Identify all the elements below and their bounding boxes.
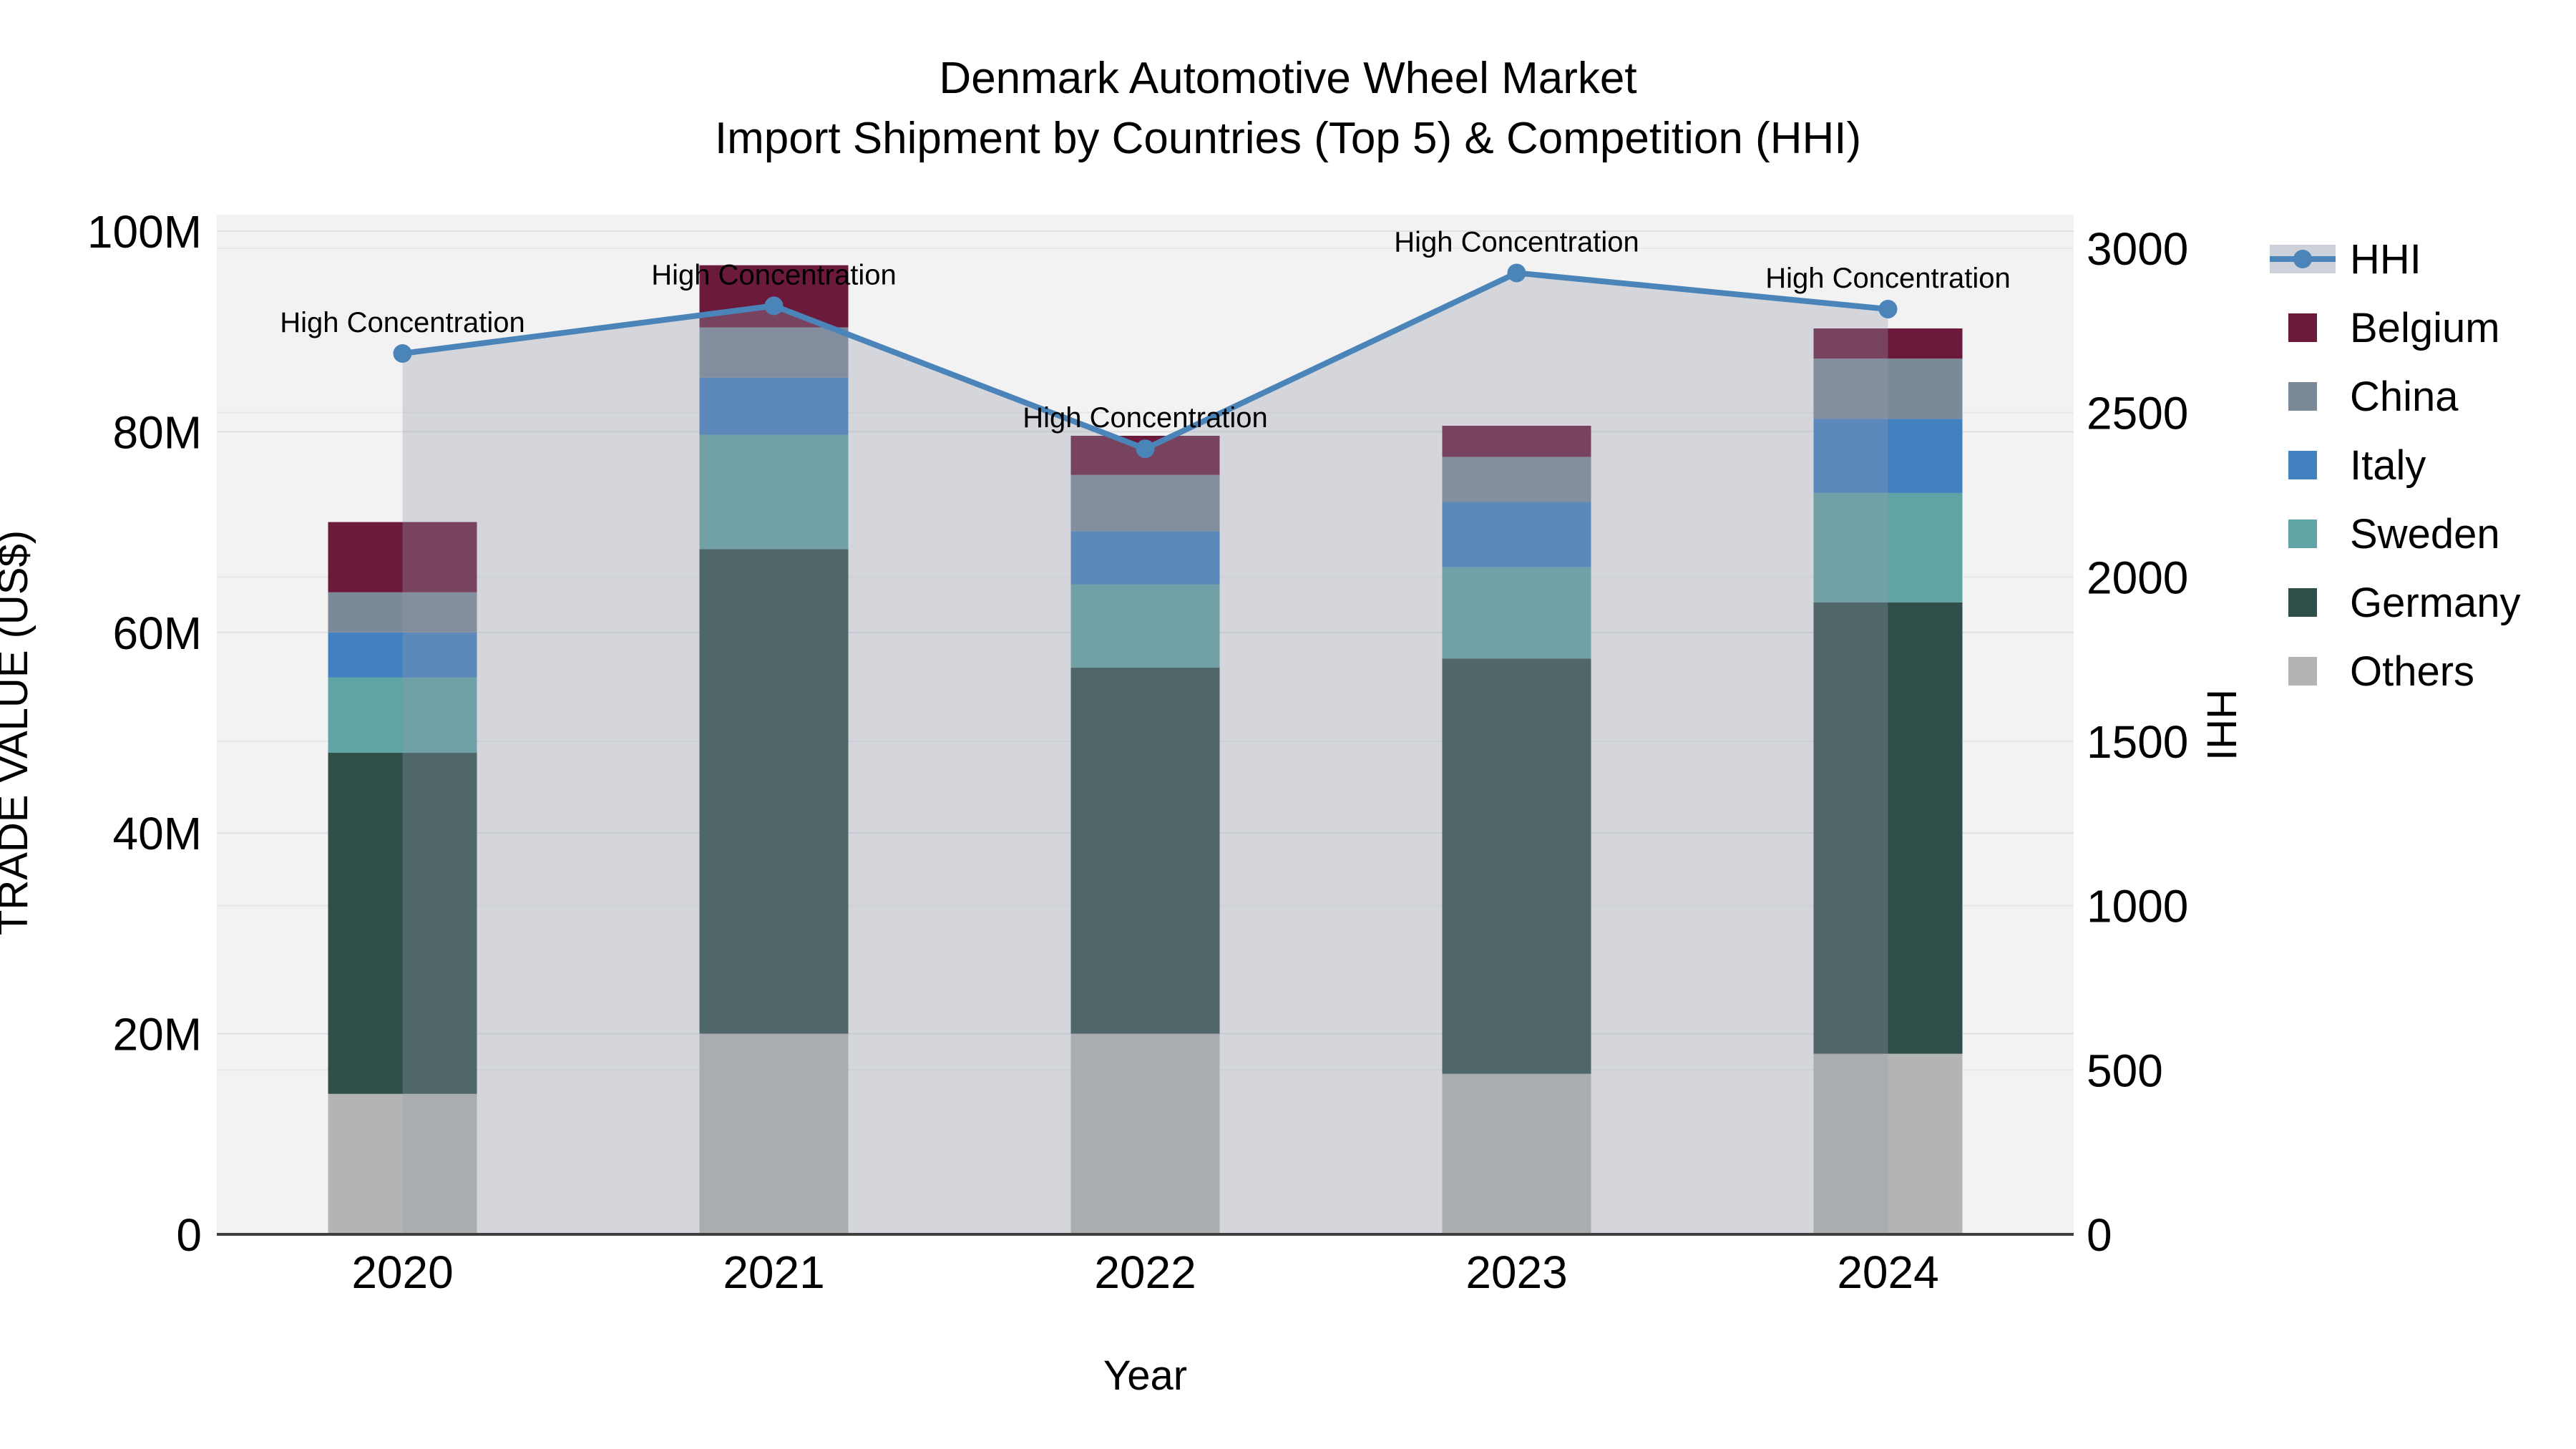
hhi-dot-glyph bbox=[2293, 250, 2312, 268]
bar-segment-sweden-2023[interactable] bbox=[1442, 567, 1591, 659]
legend-color-swatch-germany bbox=[2288, 588, 2317, 617]
hhi-area-swatch bbox=[2270, 245, 2336, 273]
bar-segment-belgium-2024[interactable] bbox=[1813, 328, 1963, 359]
legend-label-italy: Italy bbox=[2350, 441, 2426, 489]
hhi-line-swatch-icon bbox=[2270, 245, 2336, 273]
bar-segment-china-2024[interactable] bbox=[1813, 358, 1963, 419]
hhi-marker-2023[interactable] bbox=[1507, 263, 1526, 283]
legend-item-italy[interactable]: Italy bbox=[2270, 431, 2521, 499]
legend: HHI Belgium China Italy Sweden Germany Others bbox=[2270, 225, 2521, 706]
legend-color-swatch-belgium bbox=[2288, 313, 2317, 342]
bar-segment-belgium-2020[interactable] bbox=[328, 522, 477, 592]
hhi-marker-2022[interactable] bbox=[1136, 439, 1155, 459]
right-tick-2500: 2500 bbox=[2087, 388, 2188, 439]
bar-segment-germany-2021[interactable] bbox=[699, 549, 849, 1034]
x-tick-2021: 2021 bbox=[723, 1246, 824, 1298]
legend-swatch-icon bbox=[2270, 588, 2336, 617]
annotation-2024: High Concentration bbox=[1765, 263, 2010, 294]
x-tick-2020: 2020 bbox=[351, 1246, 453, 1298]
annotation-2023: High Concentration bbox=[1394, 226, 1639, 258]
legend-item-belgium[interactable]: Belgium bbox=[2270, 293, 2521, 362]
left-tick-100M: 100M bbox=[87, 206, 202, 258]
left-tick-20M: 20M bbox=[113, 1009, 203, 1060]
bar-segment-sweden-2020[interactable] bbox=[328, 677, 477, 753]
legend-color-swatch-sweden bbox=[2288, 519, 2317, 548]
legend-color-swatch-italy bbox=[2288, 451, 2317, 479]
right-tick-3000: 3000 bbox=[2087, 223, 2188, 275]
bar-segment-china-2020[interactable] bbox=[328, 592, 477, 633]
legend-swatch-icon bbox=[2270, 657, 2336, 686]
right-tick-500: 500 bbox=[2087, 1045, 2163, 1096]
legend-item-hhi[interactable]: HHI bbox=[2270, 225, 2521, 293]
annotation-2020: High Concentration bbox=[280, 307, 525, 338]
hhi-marker-2021[interactable] bbox=[764, 296, 784, 316]
annotation-2021: High Concentration bbox=[651, 259, 896, 291]
bar-segment-china-2021[interactable] bbox=[699, 327, 849, 378]
bar-segment-others-2022[interactable] bbox=[1070, 1033, 1220, 1234]
legend-label-china: China bbox=[2350, 373, 2459, 420]
bar-segment-others-2020[interactable] bbox=[328, 1093, 477, 1234]
legend-swatch-icon bbox=[2270, 519, 2336, 548]
bar-segment-italy-2021[interactable] bbox=[699, 377, 849, 435]
legend-label-germany: Germany bbox=[2350, 579, 2521, 626]
bar-segment-others-2021[interactable] bbox=[699, 1033, 849, 1234]
left-tick-0: 0 bbox=[176, 1209, 202, 1261]
legend-color-swatch-china bbox=[2288, 382, 2317, 411]
legend-label-others: Others bbox=[2350, 648, 2475, 695]
hhi-marker-2024[interactable] bbox=[1878, 299, 1898, 318]
bar-segment-italy-2024[interactable] bbox=[1813, 419, 1963, 493]
legend-item-china[interactable]: China bbox=[2270, 362, 2521, 431]
bar-segment-germany-2020[interactable] bbox=[328, 753, 477, 1094]
hhi-marker-2020[interactable] bbox=[393, 343, 412, 363]
bar-segment-italy-2022[interactable] bbox=[1070, 531, 1220, 585]
hhi-area-fill bbox=[402, 273, 1888, 1235]
legend-label-hhi: HHI bbox=[2350, 235, 2421, 283]
bar-segment-germany-2022[interactable] bbox=[1070, 667, 1220, 1034]
bar-segment-china-2022[interactable] bbox=[1070, 474, 1220, 532]
legend-label-belgium: Belgium bbox=[2350, 304, 2500, 351]
annotation-2022: High Concentration bbox=[1023, 402, 1267, 434]
x-tick-2024: 2024 bbox=[1837, 1246, 1938, 1298]
bar-segment-italy-2023[interactable] bbox=[1442, 502, 1591, 567]
legend-swatch-icon bbox=[2270, 313, 2336, 342]
left-tick-80M: 80M bbox=[113, 406, 203, 458]
legend-item-others[interactable]: Others bbox=[2270, 637, 2521, 706]
x-tick-2023: 2023 bbox=[1465, 1246, 1567, 1298]
bar-segment-sweden-2021[interactable] bbox=[699, 434, 849, 550]
bar-segment-others-2023[interactable] bbox=[1442, 1073, 1591, 1234]
x-tick-2022: 2022 bbox=[1094, 1246, 1196, 1298]
chart-title-line1: Denmark Automotive Wheel Market bbox=[939, 54, 1637, 103]
bar-segment-others-2024[interactable] bbox=[1813, 1053, 1963, 1234]
legend-item-germany[interactable]: Germany bbox=[2270, 568, 2521, 637]
legend-color-swatch-others bbox=[2288, 657, 2317, 686]
bar-segment-sweden-2022[interactable] bbox=[1070, 584, 1220, 668]
legend-item-sweden[interactable]: Sweden bbox=[2270, 499, 2521, 568]
right-tick-2000: 2000 bbox=[2087, 552, 2188, 603]
legend-swatch-icon bbox=[2270, 382, 2336, 411]
left-axis-title: TRADE VALUE (US$) bbox=[0, 530, 36, 935]
bar-segment-belgium-2021[interactable] bbox=[699, 265, 849, 328]
legend-swatch-icon bbox=[2270, 451, 2336, 479]
bar-segment-china-2023[interactable] bbox=[1442, 457, 1591, 502]
bar-segment-germany-2024[interactable] bbox=[1813, 602, 1963, 1054]
bar-segment-germany-2023[interactable] bbox=[1442, 658, 1591, 1074]
x-axis-title: Year bbox=[1103, 1352, 1187, 1399]
right-tick-1500: 1500 bbox=[2087, 716, 2188, 768]
right-tick-0: 0 bbox=[2087, 1209, 2112, 1261]
chart-title-line2: Import Shipment by Countries (Top 5) & C… bbox=[714, 114, 1862, 163]
left-tick-40M: 40M bbox=[113, 808, 203, 859]
bar-segment-sweden-2024[interactable] bbox=[1813, 492, 1963, 602]
bar-segment-belgium-2023[interactable] bbox=[1442, 425, 1591, 457]
right-tick-1000: 1000 bbox=[2087, 881, 2188, 932]
right-axis-title: HHI bbox=[2198, 689, 2245, 761]
legend-label-sweden: Sweden bbox=[2350, 510, 2500, 557]
bar-segment-italy-2020[interactable] bbox=[328, 632, 477, 678]
left-tick-60M: 60M bbox=[113, 608, 203, 659]
